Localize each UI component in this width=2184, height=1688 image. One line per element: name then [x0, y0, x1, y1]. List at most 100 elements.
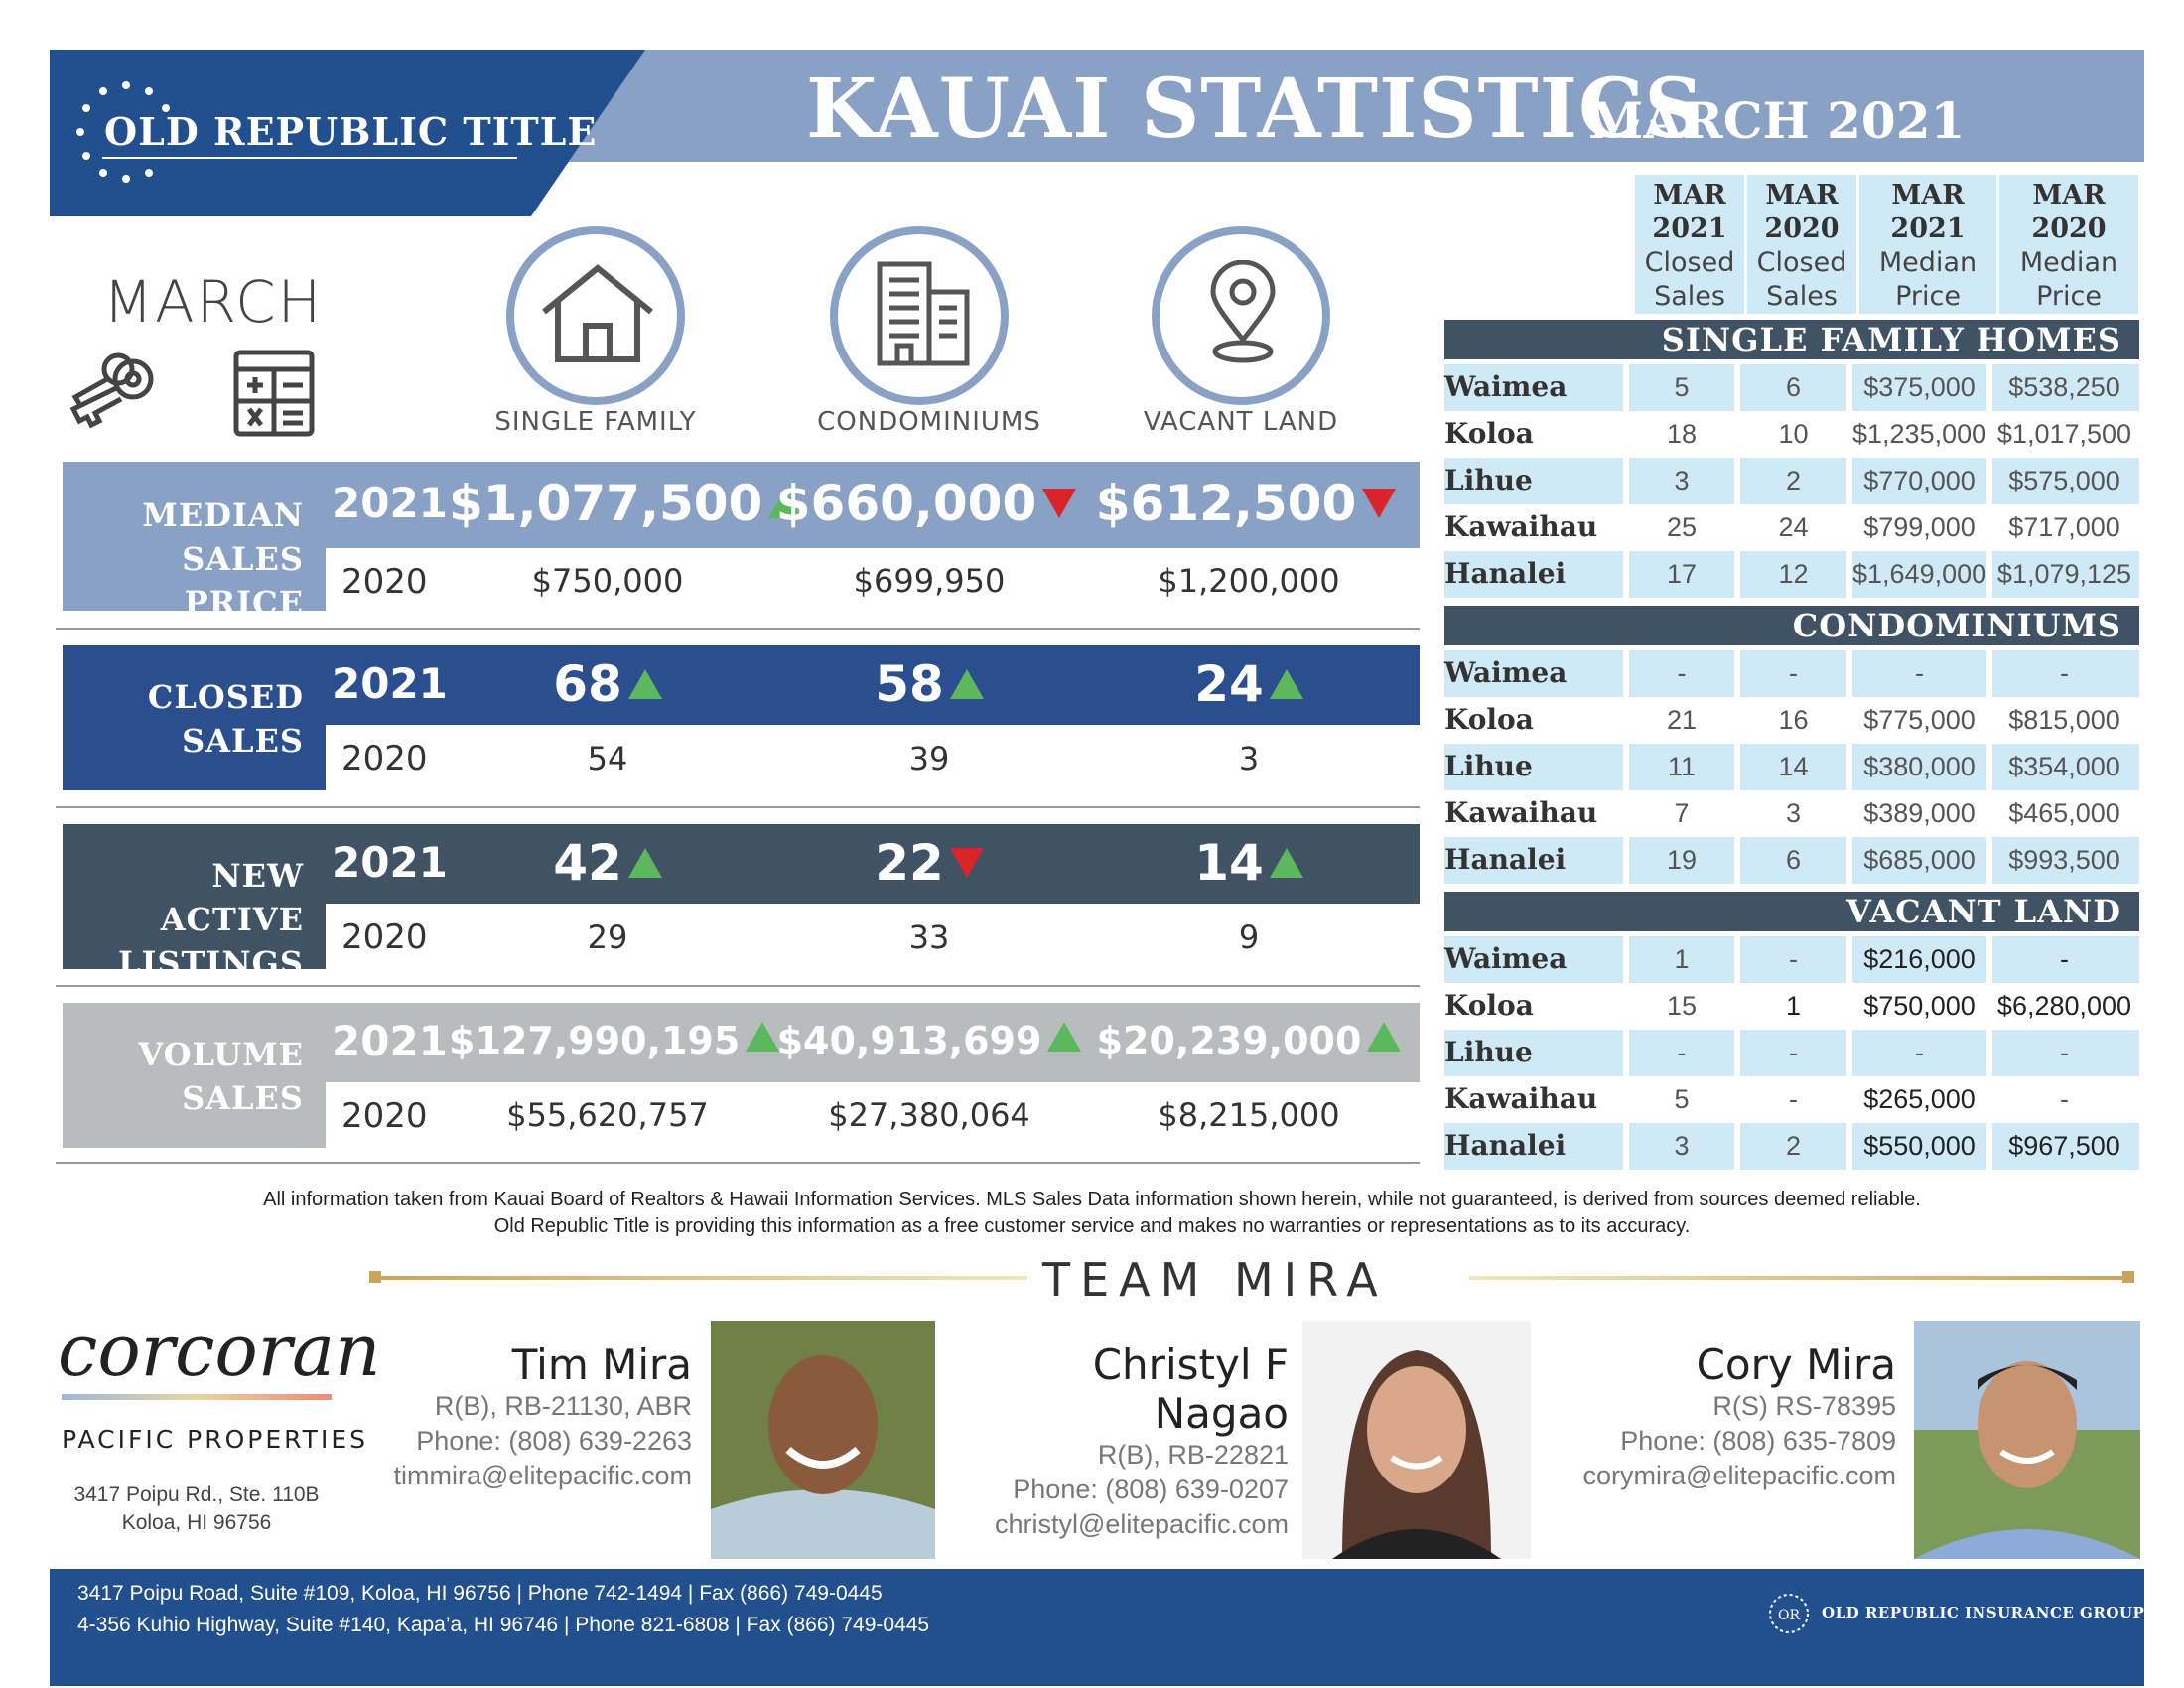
agent-license: R(B), RB-21130, ABR [434, 1391, 692, 1421]
table-row: Koloa 18 10 $1,235,000 $1,017,500 [1444, 417, 2132, 450]
divider [56, 1162, 1420, 1164]
agent-name: Christyl F Nagao [1092, 1340, 1289, 1438]
listings-vacant-2020: 9 [1238, 918, 1260, 956]
listings-year-2020: 2020 [341, 917, 428, 957]
table-row: Kawaihau 5- $265,000- [1444, 1082, 2069, 1115]
up-arrow-icon [768, 489, 803, 518]
up-arrow-icon [1269, 848, 1303, 878]
agent-card-christyl: Christyl F Nagao R(B), RB-22821 Phone: (… [953, 1340, 1289, 1542]
listings-vacant-2021: 14 [1100, 834, 1398, 892]
median-sales-price-label: MEDIAN SALES PRICE [142, 496, 304, 622]
keys-icon [69, 352, 154, 429]
agent-name: Cory Mira [1696, 1340, 1896, 1389]
volume-sales-label: VOLUME SALES [138, 1036, 304, 1117]
volume-label-panel [63, 1003, 326, 1148]
volume-year-2021: 2021 [332, 1017, 448, 1065]
month-label: MARCH [103, 268, 324, 336]
agent-phone[interactable]: Phone: (808) 639-0207 [1013, 1475, 1289, 1504]
footer-address-kapaa: 4-356 Kuhio Highway, Suite #140, Kapa’a,… [77, 1614, 930, 1636]
single-family-circle [506, 226, 685, 405]
table-row: Waimea 1- $216,000- [1444, 936, 2139, 983]
category-vacant-land: VACANT LAND [1143, 407, 1339, 437]
table-row: Lihue - - - - [1444, 1030, 2139, 1076]
down-arrow-icon [1042, 489, 1077, 518]
median-vacant-2020: $1,200,000 [1158, 562, 1340, 600]
listings-single-family-2020: 29 [587, 918, 628, 956]
table-row: Waimea 5 6 $375,000 $538,250 [1444, 364, 2139, 411]
agent-photo-cory [1914, 1321, 2140, 1559]
category-condominiums: CONDOMINIUMS [817, 407, 1041, 437]
closed-year-2021: 2021 [332, 659, 448, 708]
agent-phone[interactable]: Phone: (808) 635-7809 [1620, 1426, 1896, 1456]
team-title: TEAM MIRA [1042, 1253, 1388, 1307]
table-row: Kawaihau 7 3 $389,000 $465,000 [1444, 796, 2120, 829]
median-single-family-2021: $1,077,500 [449, 475, 803, 532]
up-arrow-icon [746, 1022, 780, 1052]
brand-gradient-bar [62, 1394, 332, 1400]
agent-license: R(S) RS-78395 [1712, 1391, 1896, 1421]
office-address: 3417 Poipu Rd., Ste. 110B Koloa, HI 96756 [73, 1483, 320, 1534]
table-row: Hanalei 19 6 $685,000 $993,500 [1444, 837, 2139, 884]
agent-card-tim: Tim Mira R(B), RB-21130, ABR Phone: (808… [372, 1340, 692, 1493]
down-arrow-icon [949, 848, 984, 878]
volume-single-family-2021: $127,990,195 [449, 1019, 780, 1062]
volume-condo-2020: $27,380,064 [828, 1096, 1030, 1134]
agent-email[interactable]: corymira@elitepacific.com [1582, 1461, 1896, 1490]
closed-vacant-2020: 3 [1238, 740, 1260, 777]
divider [56, 806, 1420, 808]
agent-name: Tim Mira [511, 1340, 692, 1389]
section-header-vacant-land: VACANT LAND [1444, 892, 2139, 931]
closed-condo-2021: 58 [780, 655, 1078, 713]
closed-sales-label: CLOSED SALES [147, 678, 304, 760]
median-condo-2020: $699,950 [853, 562, 1006, 600]
col-bg [1999, 175, 2138, 314]
median-2021-row [326, 462, 1420, 548]
closed-label-panel [63, 645, 326, 790]
gold-rule-end [369, 1271, 381, 1283]
listings-condo-2020: 33 [908, 918, 950, 956]
up-arrow-icon [627, 848, 662, 878]
listings-2021-row [326, 824, 1420, 904]
agent-email[interactable]: christyl@elitepacific.com [995, 1509, 1289, 1539]
median-vacant-2021: $612,500 [1092, 475, 1400, 532]
up-arrow-icon [627, 669, 662, 699]
closed-year-2020: 2020 [341, 739, 428, 778]
listings-label-panel [63, 824, 326, 969]
corcoran-logo: corcoran [58, 1309, 381, 1392]
insurance-group-logo-icon: OR [1769, 1594, 1809, 1633]
new-active-listings-label: NEW ACTIVE LISTINGS [117, 857, 304, 982]
closed-single-family-2020: 54 [587, 740, 628, 777]
agent-card-cory: Cory Mira R(S) RS-78395 Phone: (808) 635… [1549, 1340, 1896, 1493]
agent-photo-christyl [1302, 1321, 1531, 1559]
agent-phone[interactable]: Phone: (808) 639-2263 [416, 1426, 692, 1456]
building-icon [877, 261, 970, 366]
col-bg [1859, 175, 1996, 314]
vacant-land-circle [1152, 226, 1330, 405]
median-year-2021: 2021 [332, 479, 448, 527]
table-row: Waimea - - - - [1444, 650, 2139, 697]
table-row: Koloa 21 16 $775,000 $815,000 [1444, 703, 2120, 736]
insurance-group-name: OLD REPUBLIC INSURANCE GROUP [1822, 1604, 2145, 1621]
agent-email[interactable]: timmira@elitepacific.com [393, 1461, 692, 1490]
closed-2021-row [326, 645, 1420, 725]
volume-vacant-2021: $20,239,000 [1090, 1019, 1408, 1062]
closed-vacant-2021: 24 [1100, 655, 1398, 713]
star-ring-icon [76, 81, 170, 183]
calculator-icon [233, 350, 315, 437]
listings-year-2021: 2021 [332, 838, 448, 887]
listings-condo-2021: 22 [780, 834, 1078, 892]
house-icon [542, 264, 653, 362]
median-condo-2021: $660,000 [772, 475, 1080, 532]
gold-rule-right [1469, 1276, 2129, 1280]
category-single-family: SINGLE FAMILY [494, 407, 697, 437]
page-title: KAUAI STATISTICS [806, 62, 1705, 157]
column-header: MAR 2020 Median Price [2019, 180, 2118, 312]
column-header: MAR 2021 Closed Sales [1644, 180, 1735, 312]
down-arrow-icon [1362, 489, 1397, 518]
closed-single-family-2021: 68 [459, 655, 756, 713]
footer-address-koloa: 3417 Poipu Road, Suite #109, Koloa, HI 9… [77, 1582, 883, 1605]
median-year-2020: 2020 [341, 562, 428, 602]
page-subtitle: MARCH 2021 [1588, 91, 1966, 150]
table-row: Hanalei 3 2 $550,000 $967,500 [1444, 1123, 2139, 1170]
volume-2021-row [326, 1003, 1420, 1082]
